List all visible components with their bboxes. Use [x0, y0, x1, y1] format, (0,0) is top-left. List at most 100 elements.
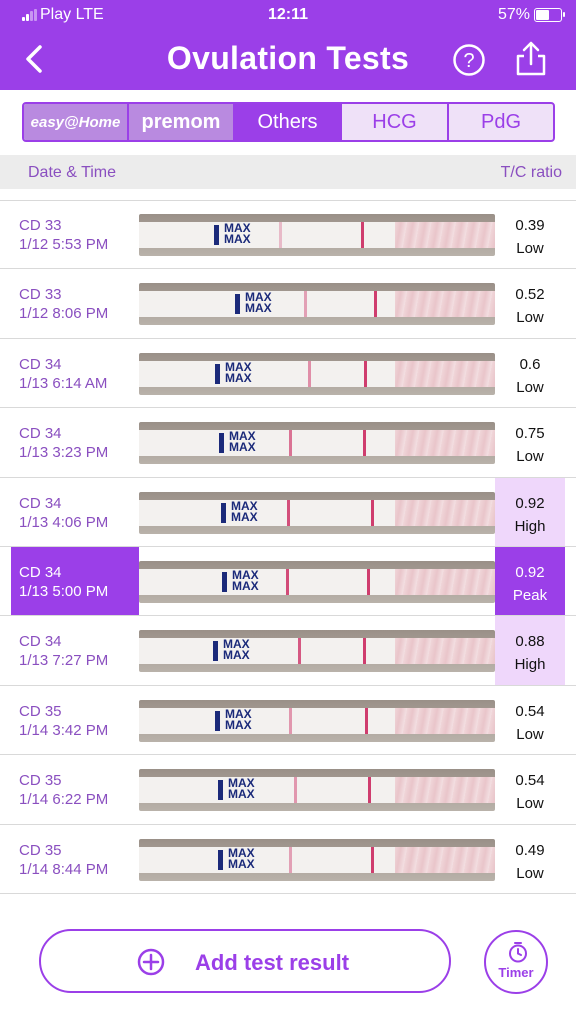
tc-ratio-value: 0.75: [515, 425, 545, 443]
strip-max-text: MAX: [228, 776, 255, 791]
list-item[interactable]: CD 35 1/14 8:44 PM MAX MAX 0.49 Low: [0, 825, 576, 894]
share-icon: [516, 41, 546, 76]
share-button[interactable]: [514, 40, 548, 78]
strip-max-text: MAX: [228, 856, 255, 871]
list-item[interactable]: CD 33 1/12 5:53 PM MAX MAX 0.39 Low: [0, 200, 576, 270]
page-title: Ovulation Tests: [166, 40, 410, 76]
strip-control-line: [367, 568, 370, 595]
battery-percent: 57%: [497, 6, 530, 23]
row-date-time: CD 35 1/14 8:44 PM: [11, 825, 139, 893]
tab-others[interactable]: Others: [235, 104, 342, 140]
strip-control-line: [364, 360, 367, 387]
add-icon: [137, 948, 165, 976]
strip-max-text: MAX: [223, 637, 250, 652]
strip-max-text: MAX: [223, 648, 250, 663]
ratio-cell: 0.52 Low: [495, 269, 565, 337]
strip-test-line: [287, 499, 290, 526]
ratio-cell: 0.49 Low: [495, 825, 565, 893]
tc-ratio-value: 0.92: [515, 563, 545, 581]
strip-max-text: MAX: [228, 787, 255, 802]
strip-max-label: MAX MAX: [225, 359, 252, 384]
test-strip-image: MAX MAX: [139, 560, 495, 603]
strip-test-line: [279, 222, 282, 248]
help-button[interactable]: ?: [452, 43, 486, 77]
tab-hcg[interactable]: HCG: [342, 104, 449, 140]
lh-level-label: Low: [516, 309, 544, 327]
test-strip-image: MAX MAX: [139, 214, 495, 256]
tc-ratio-value: 0.54: [515, 702, 545, 720]
strip-max-text: MAX: [225, 359, 252, 374]
strip-max-label: MAX MAX: [229, 430, 256, 455]
row-date-time: CD 35 1/14 3:42 PM: [11, 686, 139, 754]
list-item[interactable]: CD 34 1/13 6:14 AM MAX MAX 0.6 Low: [0, 339, 576, 409]
row-date-time: CD 34 1/13 7:27 PM: [11, 616, 139, 684]
lh-level-label: High: [514, 517, 546, 535]
status-bar: Play LTE 12:11 57%: [0, 0, 576, 30]
strip-control-line: [371, 499, 374, 526]
list-item[interactable]: CD 34 1/13 3:23 PM MAX MAX 0.75 Low: [0, 408, 576, 478]
strip-sample-pad: [395, 291, 495, 318]
ratio-cell: 0.54 Low: [495, 755, 565, 823]
battery-icon: [534, 8, 565, 22]
strip-max-text: MAX: [225, 706, 252, 721]
strip-marker: [219, 433, 224, 454]
list-item[interactable]: CD 35 1/14 6:22 PM MAX MAX 0.54 Low: [0, 755, 576, 825]
back-icon: [26, 45, 42, 73]
test-datetime-label: 1/13 5:00 PM: [19, 582, 109, 600]
timer-label: Timer: [498, 965, 534, 980]
list-item[interactable]: CD 34 1/13 7:27 PM MAX MAX 0.88 High: [0, 616, 576, 686]
strip-marker: [215, 363, 220, 384]
ratio-cell: 0.92 Peak: [495, 546, 565, 616]
timer-button[interactable]: Timer: [484, 930, 548, 994]
test-strip-image: MAX MAX: [139, 769, 495, 812]
list-item[interactable]: CD 34 1/13 5:00 PM MAX MAX 0.92 Peak: [0, 546, 576, 617]
ratio-cell: 0.92 High: [495, 477, 565, 546]
strip-sample-pad: [395, 707, 495, 734]
test-datetime-label: 1/12 5:53 PM: [19, 236, 109, 253]
strip-control-line: [368, 777, 371, 804]
test-strip-image: MAX MAX: [139, 491, 495, 534]
tc-ratio-value: 0.49: [515, 841, 545, 859]
add-test-result-button[interactable]: Add test result: [39, 929, 451, 993]
strip-max-label: MAX MAX: [231, 500, 258, 524]
ratio-cell: 0.75 Low: [495, 408, 565, 476]
add-test-result-label: Add test result: [195, 950, 350, 975]
test-datetime-label: 1/14 3:42 PM: [19, 721, 109, 739]
back-button[interactable]: [20, 42, 50, 76]
tc-ratio-value: 0.54: [515, 772, 545, 790]
lh-level-label: High: [514, 656, 546, 674]
list-item[interactable]: CD 34 1/13 4:06 PM MAX MAX 0.92 High: [0, 477, 576, 547]
strip-max-text: MAX: [224, 221, 251, 235]
ratio-cell: 0.88 High: [495, 616, 565, 685]
strip-marker: [235, 294, 240, 315]
strip-max-text: MAX: [231, 509, 258, 524]
tab-premom[interactable]: premom: [129, 104, 235, 140]
tc-ratio-value: 0.6: [519, 355, 541, 373]
lh-level-label: Low: [516, 864, 544, 882]
signal-icon: [22, 9, 37, 21]
strip-max-text: MAX: [245, 290, 272, 305]
strip-sample-pad: [395, 777, 495, 804]
tab-easy-at-home[interactable]: easy@Home: [24, 104, 129, 140]
timer-icon: [509, 942, 527, 963]
strip-max-text: MAX: [229, 440, 256, 455]
lh-level-label: Low: [516, 240, 544, 257]
strip-test-line: [304, 291, 307, 318]
cycle-day-label: CD 35: [19, 772, 62, 790]
test-strip-image: MAX MAX: [139, 422, 495, 465]
test-datetime-label: 1/14 6:22 PM: [19, 791, 109, 809]
strip-control-line: [365, 707, 368, 734]
list-item[interactable]: CD 35 1/14 3:42 PM MAX MAX 0.54 Low: [0, 686, 576, 756]
column-date-time: Date & Time: [28, 164, 117, 181]
tc-ratio-value: 0.39: [515, 217, 545, 234]
list-item[interactable]: CD 33 1/12 8:06 PM MAX MAX 0.52 Low: [0, 269, 576, 339]
strip-test-line: [289, 707, 292, 734]
lh-level-label: Low: [516, 725, 544, 743]
test-strip-image: MAX MAX: [139, 283, 495, 326]
strip-max-label: MAX MAX: [224, 221, 251, 245]
strip-sample-pad: [395, 568, 495, 595]
strip-max-label: MAX MAX: [225, 706, 252, 731]
tab-pdg[interactable]: PdG: [480, 110, 522, 133]
test-datetime-label: 1/12 8:06 PM: [19, 305, 109, 323]
